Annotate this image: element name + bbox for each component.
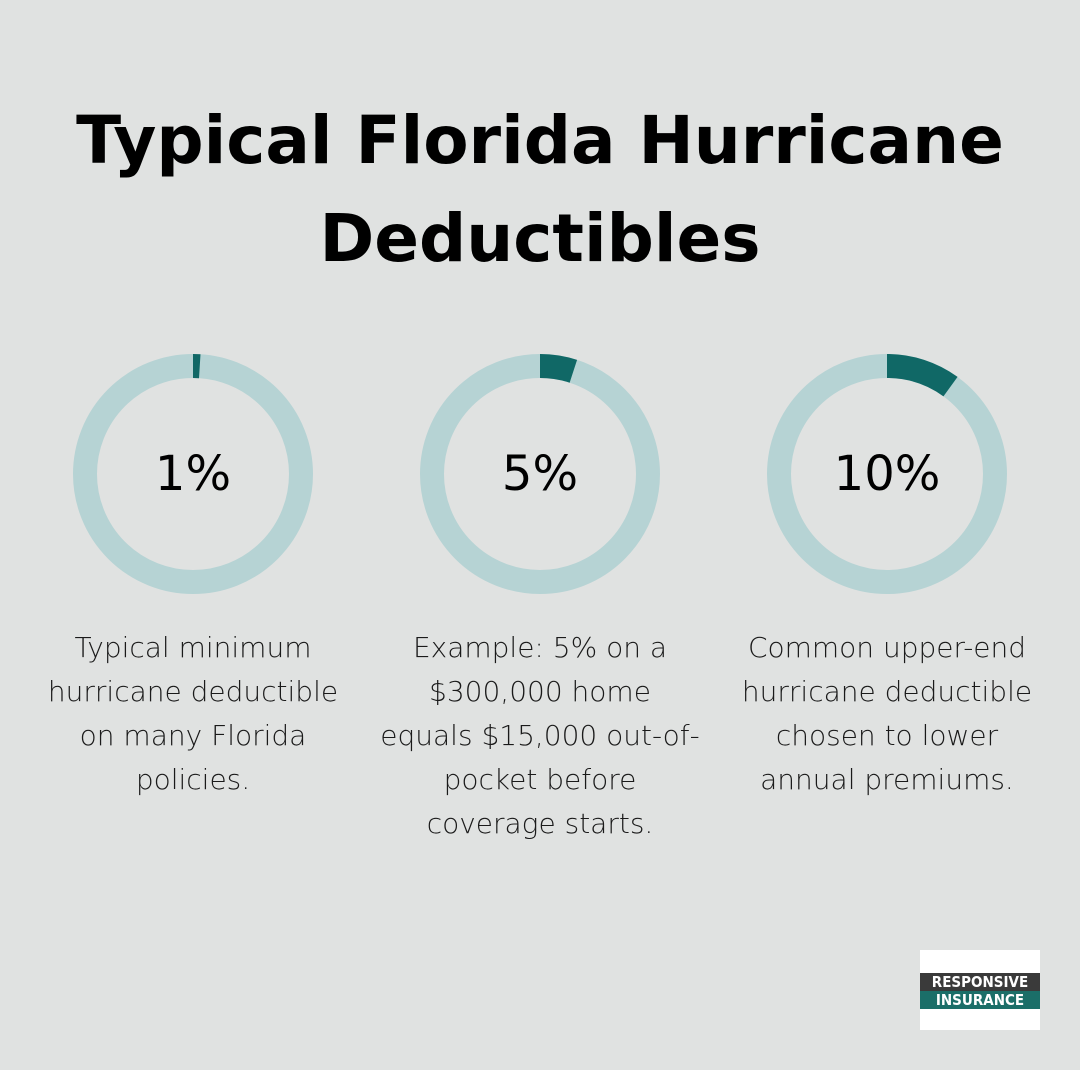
description-2: Example: 5% on a $300,000 home equals $1… [380, 631, 700, 840]
donut-chart-3: 10% [767, 354, 1007, 594]
donut-label: 10% [833, 446, 941, 502]
donut-value-arc [73, 354, 313, 594]
page-title: Typical Florida Hurricane Deductibles [0, 92, 1080, 288]
donut-svg [73, 354, 313, 594]
description-3: Common upper-end hurricane deductible ch… [741, 631, 1033, 796]
donut-chart-1: 1% [73, 354, 313, 594]
description-1: Typical minimum hurricane deductible on … [47, 631, 339, 796]
logo-line-1: RESPONSIVE [920, 973, 1040, 991]
donut-svg [767, 354, 1007, 594]
logo-line-2: INSURANCE [920, 991, 1040, 1009]
donut-label: 1% [154, 446, 232, 502]
donut-chart-2: 5% [420, 354, 660, 594]
title-line-2: Deductibles [319, 200, 761, 277]
donut-svg [420, 354, 660, 594]
donut-value-arc [420, 354, 660, 594]
donut-value-arc [767, 354, 1007, 594]
donut-label: 5% [501, 446, 579, 502]
responsive-insurance-logo: RESPONSIVE INSURANCE [920, 950, 1040, 1030]
title-line-1: Typical Florida Hurricane [76, 102, 1004, 179]
